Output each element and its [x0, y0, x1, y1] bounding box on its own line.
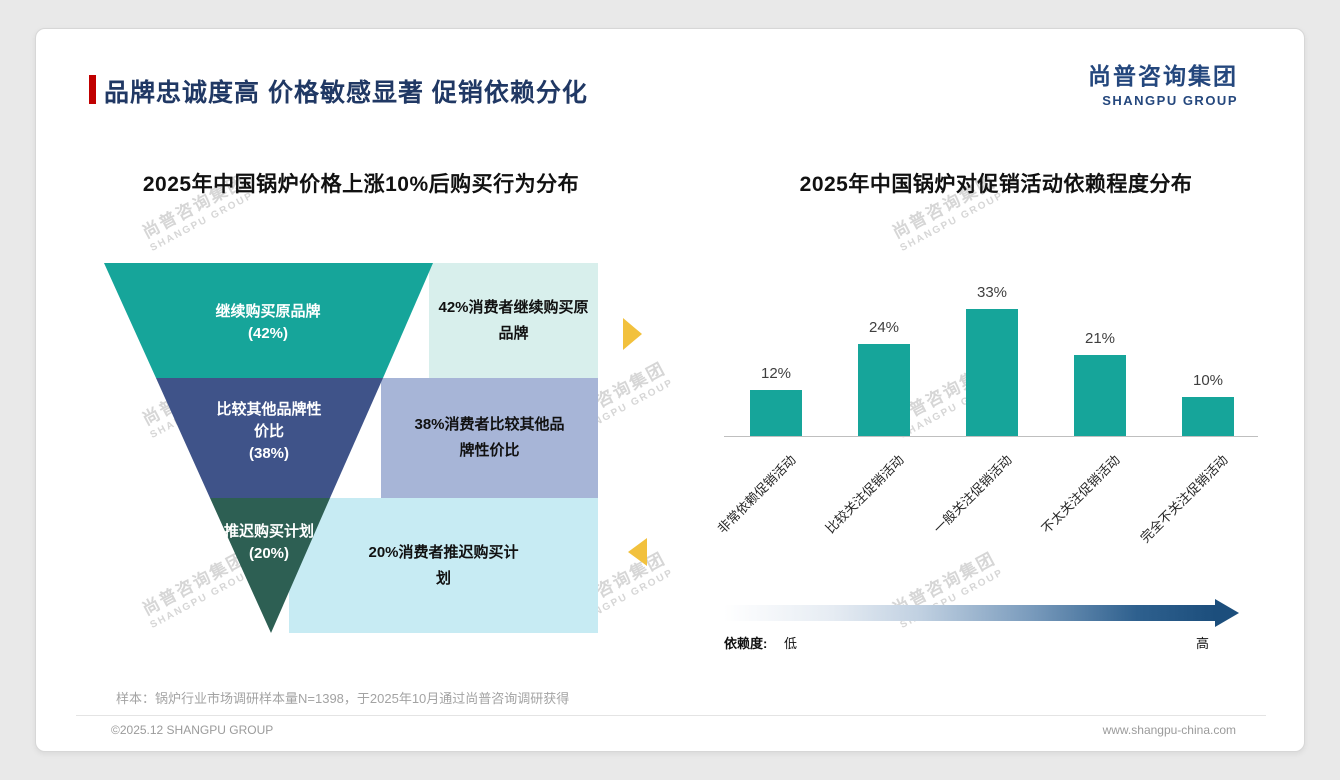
dependency-scale-high: 高: [1196, 636, 1210, 651]
funnel-desc-box-1: 42%消费者继续购买原品牌: [429, 263, 598, 378]
funnel-segment-1: [104, 263, 433, 378]
dependency-scale-low: 低: [784, 636, 798, 651]
bar: [858, 344, 910, 436]
funnel-label-text-3: 推迟购买计划: [223, 523, 314, 540]
funnel-chart: [104, 263, 433, 633]
funnel-chart-title: 2025年中国锅炉价格上涨10%后购买行为分布: [142, 173, 580, 196]
footer-divider: [76, 715, 1266, 716]
funnel-segment-2: [156, 378, 383, 498]
bar-value-label: 10%: [1192, 372, 1224, 389]
funnel-label-value-1: (42%): [247, 325, 288, 342]
funnel-label-2: 比较其他品牌性价比 (38%): [213, 399, 325, 465]
bar-category-labels: 非常依赖促销活动 比较关注促销活动 一般关注促销活动 不太关注促销活动 完全不关注促销活…: [715, 438, 1258, 598]
funnel-label-value-2: (38%): [248, 445, 289, 462]
funnel-desc-text-3: 20%消费者推迟购买计划: [368, 543, 519, 587]
logo-text-cn: 尚普咨询集团: [1088, 63, 1238, 89]
funnel-segment-3: [210, 498, 330, 633]
dependency-gradient-bar: [724, 605, 1216, 621]
footer-website: www.shangpu-china.com: [1102, 723, 1236, 737]
bar: [1182, 397, 1234, 436]
bar-plot: 12% 24% 33% 21% 10%: [724, 259, 1258, 437]
funnel-label-text-2: 比较其他品牌性价比: [216, 401, 322, 440]
funnel-desc-box-2: 38%消费者比较其他品牌性价比: [381, 378, 598, 498]
funnel-label-text-1: 继续购买原品牌: [215, 303, 321, 320]
title-accent-bar: [89, 75, 96, 104]
page-title: 品牌忠诚度高 价格敏感显著 促销依赖分化: [104, 79, 588, 107]
funnel-desc-text-1: 42%消费者继续购买原品牌: [438, 298, 589, 342]
funnel-desc-box-3: 20%消费者推迟购买计划: [289, 498, 598, 633]
bar: [966, 309, 1018, 436]
bar-value-label: 33%: [976, 284, 1008, 301]
dependency-scale-label: 依赖度:: [724, 636, 768, 651]
bar: [750, 390, 802, 436]
bar-category-label: 比较关注促销活动: [822, 452, 907, 537]
footer-copyright: ©2025.12 SHANGPU GROUP: [111, 723, 274, 737]
arrow-right-icon: [623, 318, 642, 350]
dependency-gradient-arrowhead-icon: [1215, 599, 1239, 627]
logo: 尚普咨询集团 SHANGPU GROUP: [1088, 57, 1238, 108]
funnel-desc-text-2: 38%消费者比较其他品牌性价比: [414, 416, 565, 459]
bar-category-label: 完全不关注促销活动: [1137, 452, 1231, 546]
logo-text-en: SHANGPU GROUP: [1102, 93, 1238, 108]
funnel-label-3: 推迟购买计划 (20%): [169, 521, 369, 565]
funnel-label-value-3: (20%): [248, 545, 289, 562]
sample-note: 样本：锅炉行业市场调研样本量N=1398，于2025年10月通过尚普咨询调研获得: [116, 691, 570, 706]
funnel-label-1: 继续购买原品牌 (42%): [168, 301, 368, 345]
bar-category-label: 一般关注促销活动: [930, 452, 1015, 537]
bar-value-label: 21%: [1084, 330, 1116, 347]
bar-category-label: 不太关注促销活动: [1038, 452, 1123, 537]
bar-value-label: 12%: [760, 365, 792, 382]
slide: 尚普咨询集团 SHANGPU GROUP 尚普咨询集团 SHANGPU GROUP 尚普…: [35, 28, 1305, 752]
arrow-left-icon: [628, 538, 647, 566]
bar: [1074, 355, 1126, 436]
bar-value-label: 24%: [868, 319, 900, 336]
bar-chart-title: 2025年中国锅炉对促销活动依赖程度分布: [799, 173, 1193, 196]
